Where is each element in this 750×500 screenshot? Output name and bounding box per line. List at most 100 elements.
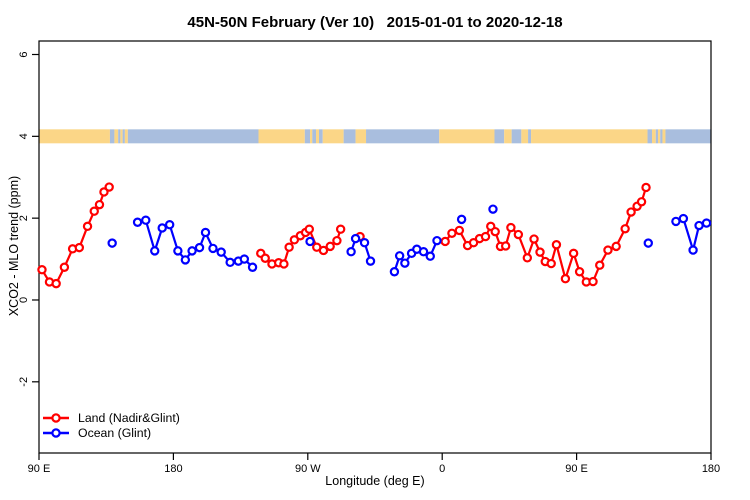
land-series-point (104, 182, 114, 192)
land-series-point (37, 265, 47, 275)
ocean-series-point (150, 246, 160, 256)
ocean-series-point (194, 242, 205, 253)
land-series-point (89, 206, 99, 216)
map-band-land-segment (114, 129, 119, 144)
map-band-land-segment (322, 129, 344, 144)
legend: Land (Nadir&Glint) Ocean (Glint) (42, 410, 180, 440)
ocean-series-point (107, 238, 117, 248)
map-band-ocean-segment (304, 129, 311, 144)
land-series-point (304, 224, 314, 234)
map-band-land-segment (124, 129, 128, 144)
ocean-series-point (418, 247, 429, 257)
ocean-series-point (488, 204, 498, 214)
land-series-point (454, 225, 465, 236)
x-tick-label: 90 E (565, 463, 588, 475)
map-band-ocean-segment (122, 129, 125, 144)
map-band-ocean-segment (511, 129, 522, 144)
ocean-series-point (132, 217, 143, 227)
land-series-point (260, 253, 270, 263)
land-series-point (611, 241, 621, 252)
land-series-point (468, 238, 479, 248)
ocean-series-point (643, 238, 653, 248)
map-band-land-segment (662, 129, 666, 144)
map-band-land-segment (258, 129, 305, 144)
land-series-point (279, 259, 289, 269)
ocean-series-point (216, 247, 226, 257)
map-band-land-segment (439, 129, 495, 144)
land-series-point (513, 229, 524, 240)
map-band-ocean-segment (118, 129, 121, 144)
y-tick-label: 2 (18, 215, 30, 221)
land-series-point (51, 278, 61, 289)
plot-border (38, 40, 712, 454)
map-band-land-segment (521, 129, 529, 144)
ocean-series-swatch-icon (43, 427, 69, 438)
land-series-point (568, 248, 579, 259)
map-band-land-segment (120, 129, 123, 144)
land-series-point (636, 197, 647, 207)
ocean-series-point (671, 216, 681, 227)
ocean-series-point (173, 246, 183, 256)
y-axis-title: XCO2 - MLO trend (ppm) (7, 175, 21, 317)
y-tick-label: 6 (18, 51, 30, 57)
land-series-point (535, 247, 545, 257)
ocean-series-point (688, 245, 698, 255)
land-series-point (641, 182, 651, 193)
ocean-series-point (394, 251, 405, 261)
ocean-series-point (456, 214, 467, 225)
ocean-series-point (359, 238, 370, 248)
map-band-ocean-segment (494, 129, 505, 144)
land-series-point (588, 276, 598, 287)
land-series-point (522, 253, 533, 263)
land-series-point (546, 258, 556, 269)
ocean-series-point (365, 256, 376, 266)
ocean-series-point (305, 236, 315, 247)
land-series-point (560, 274, 571, 284)
x-tick-label: 0 (439, 463, 445, 475)
x-axis-title: Longitude (deg E) (325, 474, 425, 488)
ocean-series-point (350, 233, 361, 244)
legend-label: Land (Nadir&Glint) (78, 410, 180, 425)
map-band-ocean-segment (665, 129, 711, 144)
legend-marker (51, 412, 61, 423)
ocean-series-point (678, 213, 689, 224)
map-band-ocean-segment (647, 129, 653, 144)
map-band-land-segment (316, 129, 319, 144)
land-series-point (506, 222, 516, 233)
legend-marker (51, 427, 61, 438)
land-series-point (289, 235, 300, 245)
land-series-point (332, 235, 342, 246)
ocean-series-point (389, 267, 400, 277)
map-band-ocean-segment (528, 129, 532, 144)
land-series-point (551, 240, 562, 250)
map-band-land-segment (355, 129, 367, 144)
land-series-point (626, 207, 636, 217)
map-band-land-segment (504, 129, 512, 144)
land-series-swatch-icon (43, 412, 69, 423)
x-tick-label: 90 E (28, 463, 51, 475)
land-series-point (595, 260, 605, 270)
chart-title: 45N-50N February (Ver 10) 2015-01-01 to … (187, 14, 563, 31)
x-tick-label: 180 (702, 463, 720, 475)
map-band-land-segment (531, 129, 648, 144)
land-series-point (603, 245, 613, 255)
ocean-series-point (400, 258, 410, 268)
ocean-series-point (164, 220, 175, 230)
map-band-land-segment (652, 129, 656, 144)
x-tick-label: 90 W (295, 463, 321, 475)
land-series-point (447, 228, 457, 238)
ocean-series-point (187, 246, 197, 256)
map-band-ocean-segment (319, 129, 323, 144)
land-series-point (94, 199, 105, 210)
y-tick-label: -2 (18, 377, 30, 387)
ocean-series-point (432, 235, 442, 246)
map-band-ocean-segment (109, 129, 115, 144)
land-series-point (480, 231, 491, 242)
map-band-land-segment (657, 129, 661, 144)
ocean-series-point (141, 215, 151, 225)
ocean-series-point (180, 255, 191, 265)
ocean-series-point (200, 227, 211, 238)
land-series-line (444, 187, 648, 284)
